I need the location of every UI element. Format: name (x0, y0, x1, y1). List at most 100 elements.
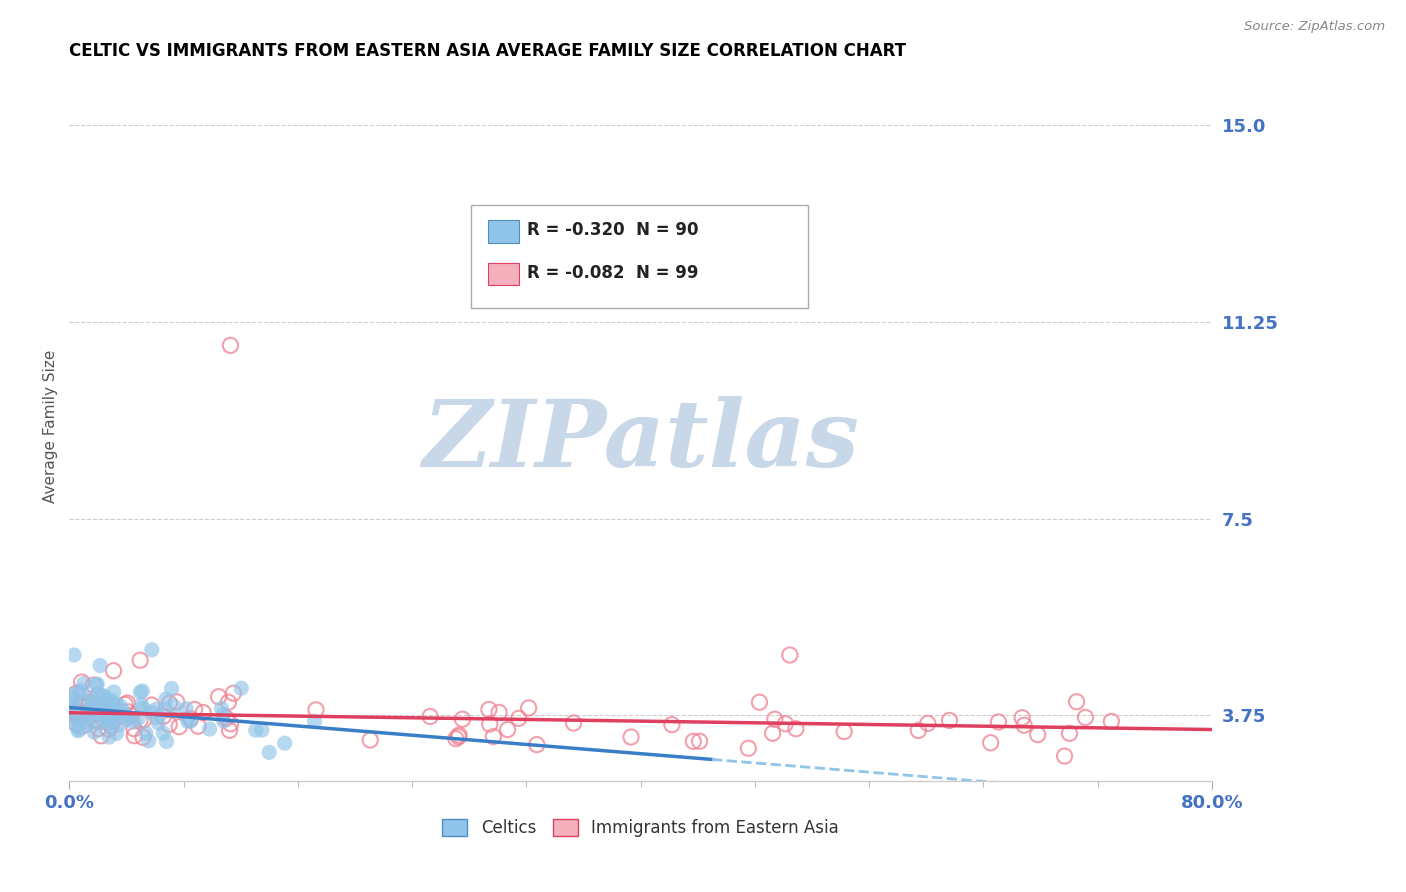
Point (73, 712, 96, 726)
Point (84, 677, 107, 691)
Point (79, 698, 101, 712)
Point (114, 698, 136, 712)
Point (907, 723, 929, 738)
Point (105, 709, 128, 723)
Point (70, 683, 93, 698)
Point (917, 716, 939, 731)
Point (496, 723, 519, 737)
Point (93, 689, 115, 703)
Point (87, 687, 110, 701)
Point (1012, 718, 1035, 732)
Point (1026, 728, 1049, 742)
Point (682, 734, 704, 748)
Point (100, 719, 122, 733)
Point (105, 697, 128, 711)
Point (166, 695, 188, 709)
Point (179, 714, 201, 729)
Point (79, 708, 101, 723)
Point (89, 707, 111, 722)
Point (449, 728, 471, 742)
Point (526, 738, 548, 752)
Point (482, 730, 505, 744)
Point (100, 699, 122, 714)
Point (219, 716, 242, 731)
Point (82, 702, 104, 716)
Point (217, 695, 239, 709)
Point (141, 642, 163, 657)
Point (122, 722, 145, 736)
Point (1066, 695, 1088, 709)
Point (1099, 714, 1122, 729)
Point (70, 694, 93, 708)
Point (153, 702, 176, 716)
Point (86, 698, 108, 712)
Point (198, 722, 221, 736)
Point (89, 658, 111, 673)
Point (82, 691, 104, 706)
Point (65, 717, 87, 731)
Point (93, 689, 115, 703)
Point (1059, 726, 1081, 740)
Point (737, 741, 759, 756)
Point (83, 714, 105, 728)
Point (97, 705, 120, 719)
Point (97, 722, 120, 736)
Point (110, 699, 132, 714)
Point (98, 715, 121, 730)
Point (132, 701, 155, 715)
Point (1074, 710, 1097, 724)
Point (257, 745, 280, 759)
Point (1011, 711, 1033, 725)
Point (148, 716, 170, 731)
Point (82, 695, 104, 709)
Point (155, 734, 177, 748)
Point (91, 711, 114, 725)
Point (117, 710, 139, 724)
Text: R = -0.082  N = 99: R = -0.082 N = 99 (527, 264, 699, 282)
Point (97, 713, 120, 727)
Point (65, 686, 87, 700)
Point (447, 730, 470, 744)
Point (174, 701, 197, 715)
Point (87, 706, 110, 721)
Point (63, 648, 86, 662)
Point (103, 685, 125, 699)
Point (141, 698, 163, 712)
Text: R = -0.320  N = 90: R = -0.320 N = 90 (527, 221, 699, 239)
Point (775, 716, 797, 731)
Point (101, 694, 124, 708)
Point (218, 723, 240, 738)
Point (96, 694, 118, 708)
Point (98, 701, 121, 715)
Point (117, 705, 139, 719)
Point (66, 706, 89, 721)
Point (273, 736, 295, 750)
Point (59, 688, 82, 702)
Point (94, 699, 117, 714)
Point (488, 706, 510, 720)
Point (304, 714, 326, 729)
Point (212, 707, 235, 722)
Point (245, 723, 267, 738)
Point (138, 734, 160, 748)
Point (67, 723, 90, 738)
Point (212, 714, 235, 728)
Point (65, 716, 87, 731)
Point (66, 706, 89, 720)
Point (79, 702, 101, 716)
Point (419, 709, 441, 723)
Point (157, 717, 180, 731)
Point (219, 338, 242, 352)
Point (131, 684, 153, 698)
Point (620, 730, 643, 744)
Point (108, 718, 131, 732)
Point (135, 726, 157, 740)
Point (187, 719, 209, 733)
Point (785, 722, 807, 736)
Point (120, 708, 142, 723)
Point (359, 733, 381, 747)
Point (160, 681, 183, 696)
Point (96, 706, 118, 720)
Point (763, 712, 786, 726)
Point (211, 701, 233, 715)
